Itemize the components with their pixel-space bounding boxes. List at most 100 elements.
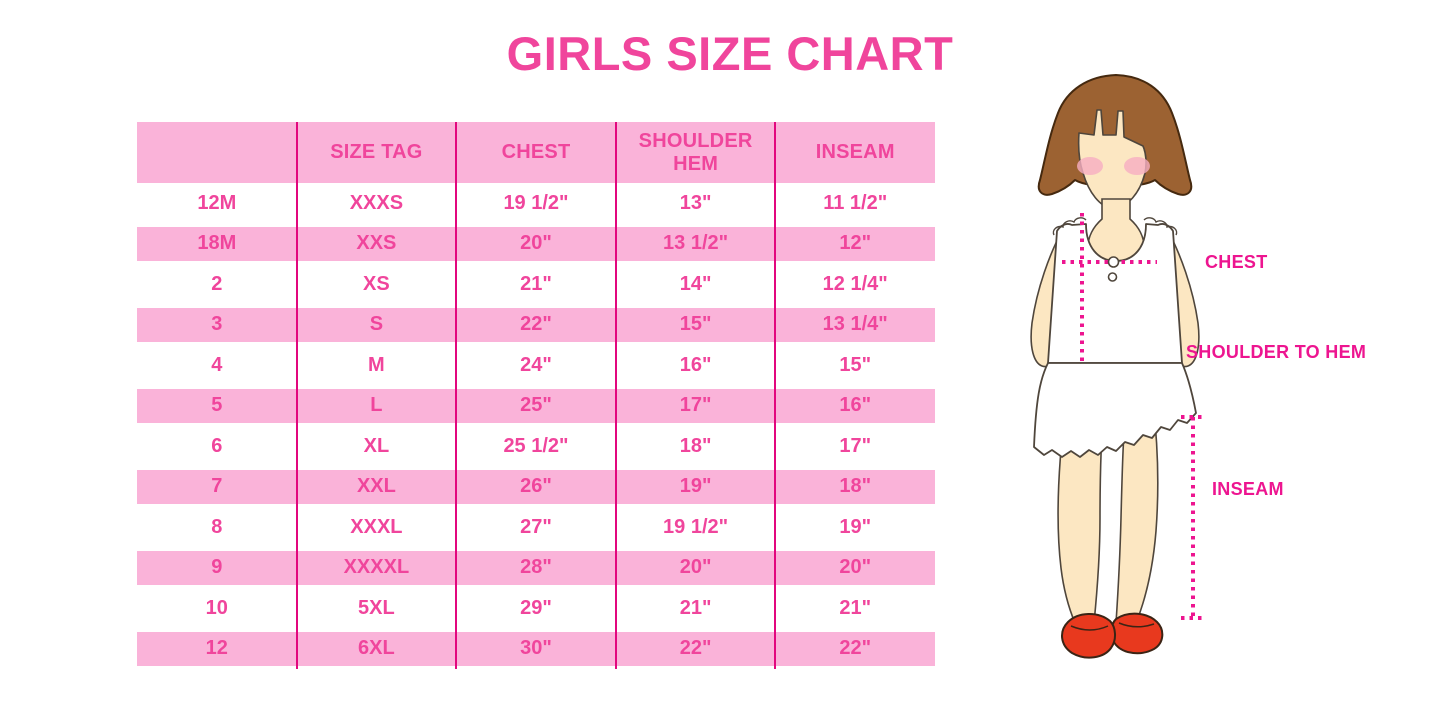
blush-right bbox=[1124, 157, 1150, 175]
page-title: GIRLS SIZE CHART bbox=[506, 27, 954, 80]
button-bottom bbox=[1107, 272, 1118, 282]
table-row: 4 M 24" 16" 15" bbox=[137, 345, 935, 386]
cell-size-tag: XXXS bbox=[349, 191, 404, 214]
cell-size: 7 bbox=[211, 475, 223, 498]
table-row: 2 XS 21" 14" 12 1/4" bbox=[137, 264, 935, 305]
cell-inseam: 12 1/4" bbox=[822, 272, 888, 295]
table-row: 6 XL 25 1/2" 18" 17" bbox=[137, 426, 935, 467]
cell-size-tag: S bbox=[369, 313, 384, 336]
shoe-right bbox=[1110, 612, 1164, 655]
cell-chest: 24" bbox=[520, 353, 552, 376]
inseam-measure-line bbox=[1181, 415, 1205, 620]
blush-left bbox=[1077, 157, 1103, 175]
cell-size-tag: 5XL bbox=[358, 596, 395, 619]
inseam-label: INSEAM bbox=[1212, 479, 1284, 499]
cell-shoulder-hem: 22" bbox=[679, 637, 712, 660]
table-row: 9 XXXXL 28" 20" 20" bbox=[137, 548, 935, 589]
chest-label: CHEST bbox=[1205, 252, 1268, 272]
cell-inseam: 19" bbox=[839, 515, 872, 538]
cell-chest: 21" bbox=[520, 272, 552, 295]
table-row: 5 L 25" 17" 16" bbox=[137, 386, 935, 427]
cell-size-tag: XXXL bbox=[350, 515, 403, 538]
table-row: 12M XXXS 19 1/2" 13" 11 1/2" bbox=[137, 183, 935, 224]
cell-chest: 26" bbox=[520, 475, 552, 498]
table-row: 12 6XL 30" 22" 22" bbox=[137, 629, 935, 670]
girl-illustration bbox=[1030, 74, 1205, 659]
cell-size: 2 bbox=[211, 272, 223, 295]
ruffle-left bbox=[1052, 217, 1087, 236]
table-header-row: SIZE TAG CHEST SHOULDER HEM INSEAM bbox=[137, 122, 935, 183]
shoe-right-strap bbox=[1118, 622, 1155, 628]
header-shoulder-hem: SHOULDER HEM bbox=[638, 129, 753, 175]
shoe-left-strap bbox=[1070, 625, 1109, 631]
header-inseam: INSEAM bbox=[815, 141, 895, 163]
cell-inseam: 12" bbox=[839, 232, 872, 255]
cell-size: 8 bbox=[211, 515, 223, 538]
cell-inseam: 16" bbox=[839, 394, 872, 417]
cell-size: 12M bbox=[197, 191, 237, 214]
table-row: 3 S 22" 15" 13 1/4" bbox=[137, 305, 935, 346]
cell-size: 12 bbox=[205, 637, 228, 660]
cell-inseam: 13 1/4" bbox=[822, 313, 888, 336]
cell-chest: 30" bbox=[520, 637, 552, 660]
cell-chest: 28" bbox=[520, 556, 552, 579]
cell-inseam: 21" bbox=[839, 596, 872, 619]
cell-size-tag: L bbox=[370, 394, 383, 417]
cell-chest: 20" bbox=[520, 232, 552, 255]
table-row: 8 XXXL 27" 19 1/2" 19" bbox=[137, 507, 935, 548]
cell-inseam: 11 1/2" bbox=[823, 191, 888, 214]
cell-chest: 22" bbox=[520, 313, 552, 336]
cell-shoulder-hem: 16" bbox=[679, 353, 712, 376]
cell-shoulder-hem: 15" bbox=[679, 313, 712, 336]
cell-inseam: 15" bbox=[839, 353, 872, 376]
cell-size: 9 bbox=[211, 556, 223, 579]
cell-shoulder-hem: 13" bbox=[679, 191, 712, 214]
cell-size: 3 bbox=[211, 313, 223, 336]
table-body: 12M XXXS 19 1/2" 13" 11 1/2" 18M XXS 20" 13 1/2"… bbox=[137, 183, 935, 669]
button-top bbox=[1107, 256, 1120, 268]
cell-size: 6 bbox=[211, 434, 223, 457]
cell-inseam: 17" bbox=[839, 434, 872, 457]
size-table: SIZE TAG CHEST SHOULDER HEM INSEAM 12M XX… bbox=[137, 122, 935, 669]
cell-shoulder-hem: 17" bbox=[679, 394, 712, 417]
cell-size: 4 bbox=[211, 353, 223, 376]
cell-chest: 19 1/2" bbox=[503, 191, 569, 214]
cell-inseam: 18" bbox=[839, 475, 872, 498]
cell-size: 5 bbox=[211, 394, 223, 417]
cell-shoulder-hem: 18" bbox=[679, 434, 712, 457]
column-divider bbox=[295, 122, 298, 669]
header-size-tag: SIZE TAG bbox=[330, 141, 423, 163]
shoe-left bbox=[1061, 613, 1116, 659]
cell-chest: 27" bbox=[520, 515, 552, 538]
cell-inseam: 22" bbox=[839, 637, 872, 660]
cell-size-tag: XXL bbox=[356, 475, 396, 498]
cell-size-tag: XXXXL bbox=[343, 556, 410, 579]
cell-inseam: 20" bbox=[839, 556, 872, 579]
cell-shoulder-hem: 21" bbox=[679, 596, 712, 619]
column-divider bbox=[455, 122, 458, 669]
shoulder-to-hem-label: SHOULDER TO HEM bbox=[1186, 342, 1367, 362]
cell-shoulder-hem: 14" bbox=[679, 272, 712, 295]
cell-size-tag: 6XL bbox=[358, 637, 395, 660]
cell-chest: 25" bbox=[520, 394, 552, 417]
table-row: 7 XXL 26" 19" 18" bbox=[137, 467, 935, 508]
header-chest: CHEST bbox=[501, 141, 571, 163]
table-row: 10 5XL 29" 21" 21" bbox=[137, 588, 935, 629]
cell-size-tag: XS bbox=[363, 272, 390, 295]
cell-shoulder-hem: 20" bbox=[679, 556, 712, 579]
cell-size-tag: XL bbox=[363, 434, 390, 457]
ruffle-right bbox=[1143, 217, 1178, 236]
cell-size-tag: XXS bbox=[356, 232, 397, 255]
table-row: 18M XXS 20" 13 1/2" 12" bbox=[137, 224, 935, 265]
cell-chest: 29" bbox=[520, 596, 552, 619]
cell-size-tag: M bbox=[368, 353, 385, 376]
cell-size: 10 bbox=[205, 596, 228, 619]
cell-chest: 25 1/2" bbox=[503, 434, 569, 457]
cell-shoulder-hem: 19 1/2" bbox=[663, 515, 729, 538]
column-divider bbox=[614, 122, 617, 669]
column-divider bbox=[774, 122, 777, 669]
cell-size: 18M bbox=[197, 232, 237, 255]
cell-shoulder-hem: 13 1/2" bbox=[663, 232, 729, 255]
cell-shoulder-hem: 19" bbox=[679, 475, 712, 498]
